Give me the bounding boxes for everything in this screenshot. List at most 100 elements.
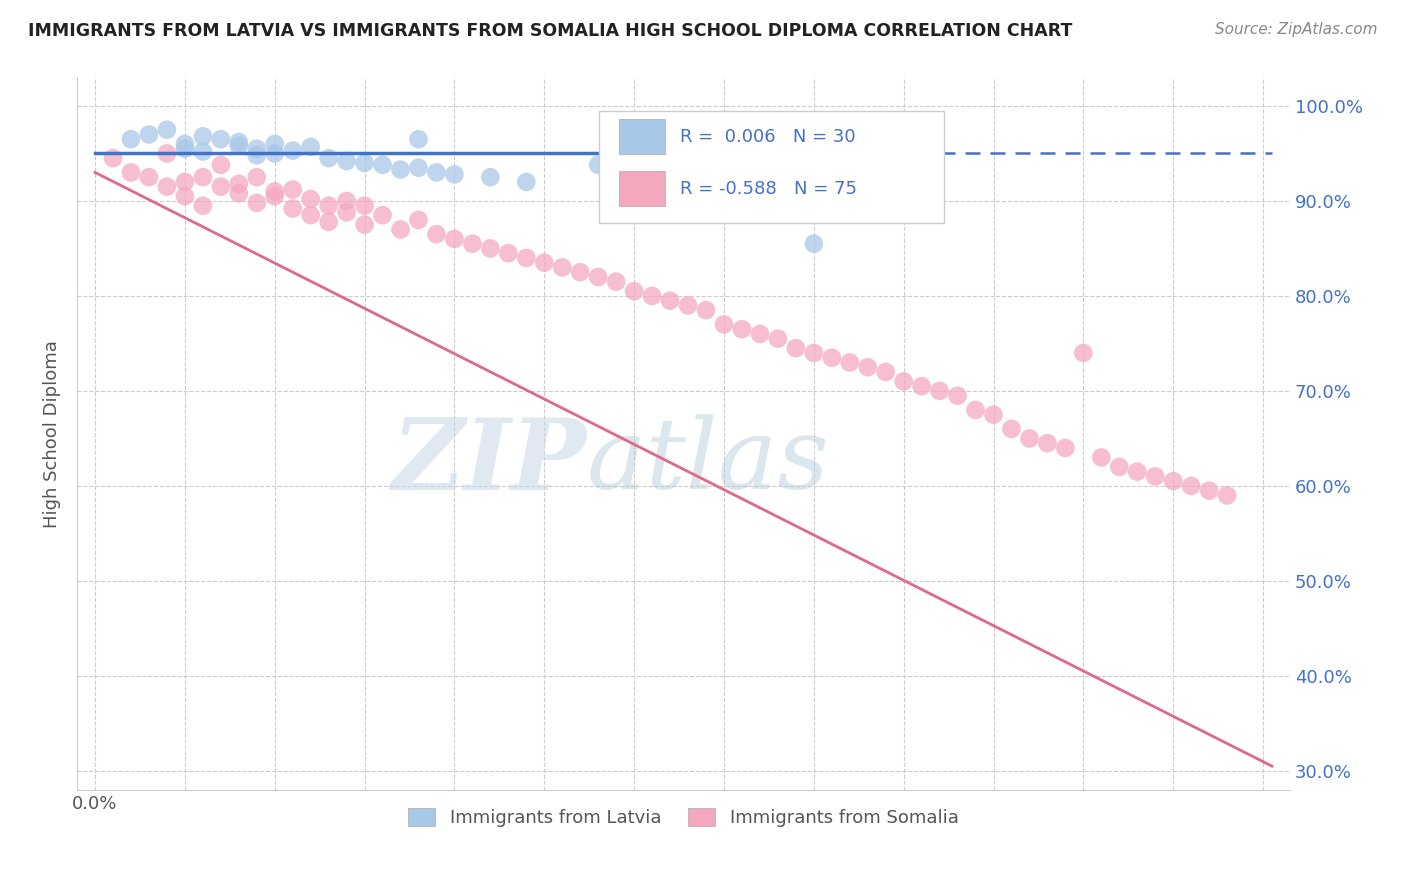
Point xyxy=(318,215,340,229)
Point xyxy=(281,202,304,216)
Legend: Immigrants from Latvia, Immigrants from Somalia: Immigrants from Latvia, Immigrants from … xyxy=(401,800,966,834)
Text: R =  0.006   N = 30: R = 0.006 N = 30 xyxy=(681,128,855,145)
Point xyxy=(479,170,502,185)
Point xyxy=(299,192,322,206)
Point xyxy=(120,165,142,179)
Point xyxy=(1036,436,1059,450)
Point xyxy=(299,140,322,154)
Bar xyxy=(619,171,665,206)
Point xyxy=(120,132,142,146)
Point xyxy=(353,156,375,170)
Point xyxy=(156,179,179,194)
Point xyxy=(946,389,969,403)
Point xyxy=(138,170,160,185)
Point xyxy=(1144,469,1167,483)
Point xyxy=(191,170,214,185)
Text: IMMIGRANTS FROM LATVIA VS IMMIGRANTS FROM SOMALIA HIGH SCHOOL DIPLOMA CORRELATIO: IMMIGRANTS FROM LATVIA VS IMMIGRANTS FRO… xyxy=(28,22,1073,40)
Point xyxy=(676,298,699,312)
Point xyxy=(318,151,340,165)
Point xyxy=(983,408,1005,422)
Point xyxy=(101,151,124,165)
Point xyxy=(803,346,825,360)
Point xyxy=(263,146,285,161)
Point xyxy=(263,189,285,203)
Point xyxy=(533,255,555,269)
Point xyxy=(605,275,627,289)
Point xyxy=(586,158,609,172)
Point xyxy=(551,260,574,275)
Point xyxy=(425,227,447,242)
Point xyxy=(191,199,214,213)
Point xyxy=(156,146,179,161)
Point xyxy=(371,158,394,172)
Point xyxy=(893,375,915,389)
Point xyxy=(569,265,592,279)
Point xyxy=(623,284,645,298)
Point xyxy=(174,142,197,156)
Point xyxy=(174,175,197,189)
Point xyxy=(515,251,537,265)
Point xyxy=(209,179,232,194)
Point xyxy=(246,142,269,156)
Point xyxy=(1216,488,1239,502)
Point xyxy=(246,148,269,162)
Point xyxy=(785,341,807,355)
Point xyxy=(1180,479,1202,493)
Point xyxy=(174,136,197,151)
Point xyxy=(875,365,897,379)
Point xyxy=(766,332,789,346)
Point xyxy=(336,194,359,208)
Point xyxy=(371,208,394,222)
Point xyxy=(659,293,682,308)
Point xyxy=(228,177,250,191)
Point xyxy=(498,246,520,260)
Point xyxy=(353,218,375,232)
Point xyxy=(191,145,214,159)
Point xyxy=(1090,450,1112,465)
Point xyxy=(1108,459,1130,474)
Point xyxy=(191,129,214,144)
Point xyxy=(209,132,232,146)
FancyBboxPatch shape xyxy=(599,111,945,224)
Point xyxy=(515,175,537,189)
Point xyxy=(228,138,250,153)
Point xyxy=(731,322,754,336)
Point xyxy=(1054,441,1077,455)
Point xyxy=(713,318,735,332)
Point xyxy=(1198,483,1220,498)
Point xyxy=(389,162,412,177)
Point xyxy=(748,326,770,341)
Point xyxy=(389,222,412,236)
Point xyxy=(408,161,430,175)
Text: ZIP: ZIP xyxy=(391,414,586,510)
Point xyxy=(408,213,430,227)
Point xyxy=(174,189,197,203)
Point xyxy=(821,351,844,365)
Point xyxy=(353,199,375,213)
Point xyxy=(336,205,359,219)
Point xyxy=(911,379,934,393)
Point xyxy=(318,199,340,213)
Text: Source: ZipAtlas.com: Source: ZipAtlas.com xyxy=(1215,22,1378,37)
Point xyxy=(1126,465,1149,479)
Y-axis label: High School Diploma: High School Diploma xyxy=(44,340,60,527)
Point xyxy=(281,144,304,158)
Point xyxy=(731,146,754,161)
Point xyxy=(281,182,304,196)
Point xyxy=(838,355,860,369)
Point xyxy=(209,158,232,172)
Point xyxy=(425,165,447,179)
Point xyxy=(246,195,269,210)
Point xyxy=(408,132,430,146)
Point xyxy=(263,136,285,151)
Bar xyxy=(619,120,665,153)
Point xyxy=(928,384,950,398)
Point xyxy=(246,170,269,185)
Point xyxy=(856,360,879,375)
Point xyxy=(443,167,465,181)
Point xyxy=(228,135,250,149)
Point xyxy=(228,186,250,201)
Point xyxy=(803,236,825,251)
Text: R = -0.588   N = 75: R = -0.588 N = 75 xyxy=(681,180,856,198)
Point xyxy=(336,154,359,169)
